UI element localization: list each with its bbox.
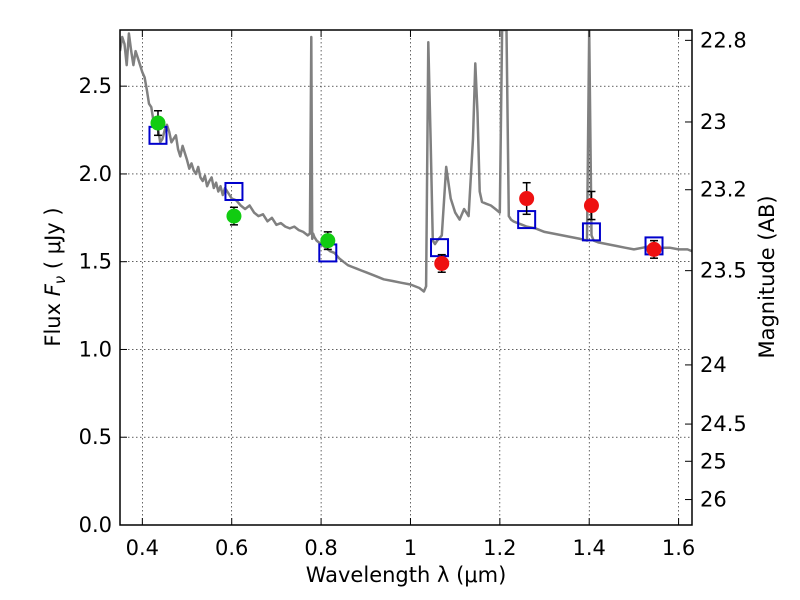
x-tick-label: 1 — [404, 536, 417, 560]
x-tick-label: 1.4 — [573, 536, 606, 560]
photometry-point — [320, 233, 336, 249]
plot-frame — [119, 29, 693, 526]
y2-tick-label: 23 — [700, 110, 727, 134]
y-tick-label: 2.5 — [79, 74, 112, 98]
photometry-point — [434, 255, 450, 271]
y-axis-title: Flux Fν ( μJy ) — [41, 207, 69, 346]
y-tick-label: 2.0 — [79, 162, 112, 186]
photometry-point — [583, 198, 599, 214]
x-tick-label: 0.6 — [215, 536, 248, 560]
plot-area — [120, 30, 692, 525]
y2-tick-label: 24.5 — [700, 412, 747, 436]
y2-tick-label: 22.8 — [700, 28, 747, 52]
photometry-point — [519, 191, 535, 207]
x-tick-label: 1.6 — [662, 536, 695, 560]
photometry-point — [646, 241, 662, 257]
x-tick-label: 0.8 — [304, 536, 337, 560]
y-tick-label: 0.5 — [79, 425, 112, 449]
model-flux-square — [430, 238, 450, 258]
x-axis-title: Wavelength λ (μm) — [306, 563, 507, 587]
model-flux-square — [224, 181, 244, 201]
x-tick-label: 1.2 — [483, 536, 516, 560]
y2-axis-title: Magnitude (AB) — [755, 195, 779, 358]
y2-tick-label: 26 — [700, 488, 727, 512]
tick-labels: 0.4 0.6 0.8 1 1.2 1.4 1.6 0.0 0.5 1.0 1.5 2.0 2.5 22.… — [79, 28, 747, 560]
y-tick-label: 0.0 — [79, 513, 112, 537]
y-axis-title-subscript: ν — [51, 276, 69, 284]
y-tick-label: 1.0 — [79, 337, 112, 361]
y-tick-label: 1.5 — [79, 250, 112, 274]
y2-tick-label: 24 — [700, 353, 727, 377]
y2-tick-label: 25 — [700, 449, 727, 473]
y-axis-title-symbol: F — [41, 283, 65, 296]
y-axis-title-suffix: ( μJy ) — [41, 207, 65, 275]
y2-tick-label: 23.2 — [700, 178, 747, 202]
model-flux-square — [581, 222, 601, 242]
photometry-point — [150, 115, 166, 131]
y-axis-title-prefix: Flux — [41, 296, 65, 346]
tick-marks — [120, 30, 692, 526]
x-tick-label: 0.4 — [126, 536, 159, 560]
data-layer — [120, 30, 692, 293]
y2-tick-label: 23.5 — [700, 259, 747, 283]
photometry-point — [226, 208, 242, 224]
